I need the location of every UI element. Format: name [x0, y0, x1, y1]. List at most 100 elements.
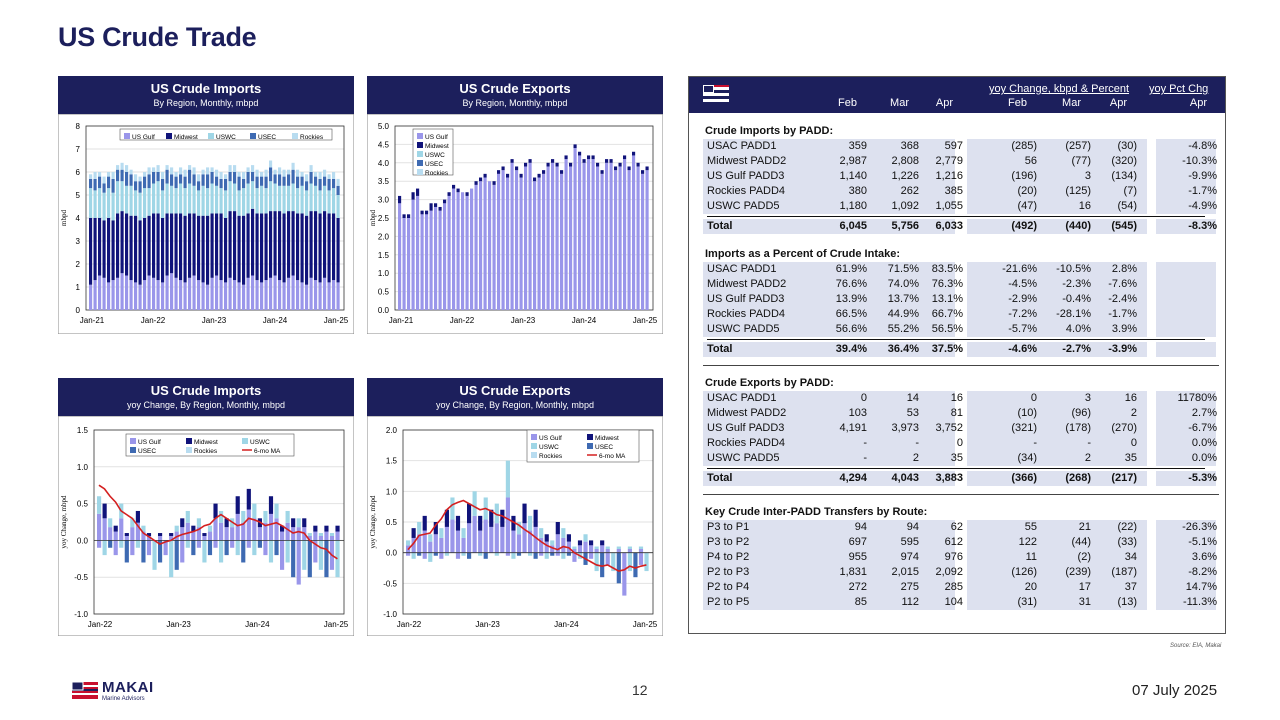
row-shade — [967, 342, 1147, 357]
bar-segment — [411, 199, 415, 310]
table-cell: 272 — [848, 581, 867, 593]
bar-segment — [113, 540, 118, 556]
bar-segment — [107, 188, 111, 218]
bar-segment — [314, 280, 318, 310]
bar-segment — [260, 176, 264, 186]
bar-segment — [201, 169, 205, 175]
bar-segment — [260, 213, 264, 283]
row-shade — [1156, 342, 1216, 357]
bar-segment — [282, 169, 286, 177]
bar-segment — [89, 218, 93, 285]
table-cell: 31 — [1078, 596, 1091, 608]
x-tick-label: Jan-24 — [554, 620, 579, 629]
table-cell: -2.3% — [1062, 278, 1091, 290]
bar-segment — [143, 218, 147, 281]
row-shade — [703, 199, 955, 214]
table-cell: (31) — [1017, 596, 1037, 608]
bar-segment — [600, 170, 604, 174]
x-tick-label: Jan-22 — [141, 316, 166, 325]
bar-segment — [246, 277, 250, 310]
row-shade — [967, 219, 1147, 234]
bar-segment — [180, 518, 185, 528]
table-cell: 35 — [950, 452, 963, 464]
bar-segment — [544, 534, 549, 542]
bar-segment — [627, 166, 631, 171]
bar-segment — [398, 195, 402, 204]
table-cell: 76.6% — [835, 278, 867, 290]
bar-segment — [242, 284, 246, 310]
bar-segment — [542, 170, 546, 174]
table-cell: 13.9% — [835, 293, 867, 305]
table-cell: (77) — [1071, 155, 1091, 167]
y-tick-label: 3 — [76, 237, 81, 246]
row-shade — [1156, 550, 1216, 565]
table-cell: 34 — [1124, 551, 1137, 563]
bar-segment — [313, 525, 318, 532]
legend-swatch — [417, 151, 423, 157]
y-tick-label: 1.0 — [386, 487, 398, 496]
bar-segment — [282, 176, 286, 186]
table-cell: 83.5% — [931, 263, 963, 275]
table-cell: 2.7% — [1191, 407, 1217, 419]
table-cell: 35 — [1124, 452, 1137, 464]
row-shade — [967, 307, 1147, 322]
table-row: P3 to P1 94 94 62 55 21 (22) -26.3% — [703, 520, 1217, 535]
bar-segment — [235, 540, 240, 556]
bar-segment — [407, 214, 411, 218]
bar-segment — [291, 162, 295, 170]
table-cell: -21.6% — [1002, 263, 1037, 275]
table-group-header-yoy: yoy Change, kbpd & Percent — [989, 83, 1130, 95]
bar-segment — [324, 540, 329, 578]
bar-segment — [196, 527, 201, 541]
bar-segment — [143, 188, 147, 218]
row-shade — [703, 471, 955, 486]
bar-segment — [561, 528, 566, 538]
total-underline — [707, 339, 1205, 340]
chart-subtitle: yoy Change, By Region, Monthly, mbpd — [436, 400, 594, 410]
row-shade — [1156, 277, 1216, 292]
y-tick-label: 0.0 — [386, 549, 398, 558]
row-shade — [703, 342, 955, 357]
legend-swatch — [531, 434, 537, 440]
table-cell: (33) — [1117, 536, 1137, 548]
bar-segment — [555, 166, 559, 310]
table-cell: 14 — [906, 392, 919, 404]
bar-segment — [578, 151, 582, 156]
x-tick-label: Jan-24 — [245, 620, 270, 629]
bar-segment — [287, 174, 291, 186]
bar-segment — [215, 185, 219, 214]
bar-segment — [228, 165, 232, 172]
table-cell: 62 — [950, 521, 963, 533]
bar-segment — [174, 213, 178, 278]
x-tick-label: Jan-23 — [511, 316, 536, 325]
table-cell: 1,140 — [839, 170, 867, 182]
row-label: P2 to P4 — [707, 581, 750, 593]
table-row: P2 to P4 272 275 285 20 17 37 14.7% — [703, 580, 1217, 595]
table-cell: 85 — [854, 596, 867, 608]
x-tick-label: Jan-24 — [572, 316, 597, 325]
bar-segment — [398, 203, 402, 310]
bar-segment — [228, 277, 232, 310]
table-cell: 368 — [900, 140, 919, 152]
legend-swatch — [531, 443, 537, 449]
row-shade — [967, 580, 1147, 595]
legend-swatch — [242, 438, 248, 444]
chart-title: US Crude Exports — [459, 383, 571, 398]
bar-segment — [269, 277, 273, 310]
bar-segment — [274, 518, 279, 541]
table-cell: 6,033 — [935, 220, 963, 232]
bar-segment — [551, 162, 555, 310]
bar-segment — [235, 513, 240, 541]
table-cell: -5.3% — [1188, 472, 1217, 484]
bar-segment — [215, 176, 219, 186]
bar-segment — [300, 185, 304, 214]
bar-segment — [497, 170, 501, 174]
bar-segment — [116, 169, 120, 182]
x-tick-label: Jan-24 — [263, 316, 288, 325]
bar-segment — [107, 282, 111, 310]
table-cell: 17 — [1078, 581, 1091, 593]
bar-segment — [179, 167, 183, 175]
bar-segment — [296, 169, 300, 177]
table-group-header-pct: yoy Pct Chg — [1149, 83, 1209, 95]
row-shade — [1156, 169, 1216, 184]
